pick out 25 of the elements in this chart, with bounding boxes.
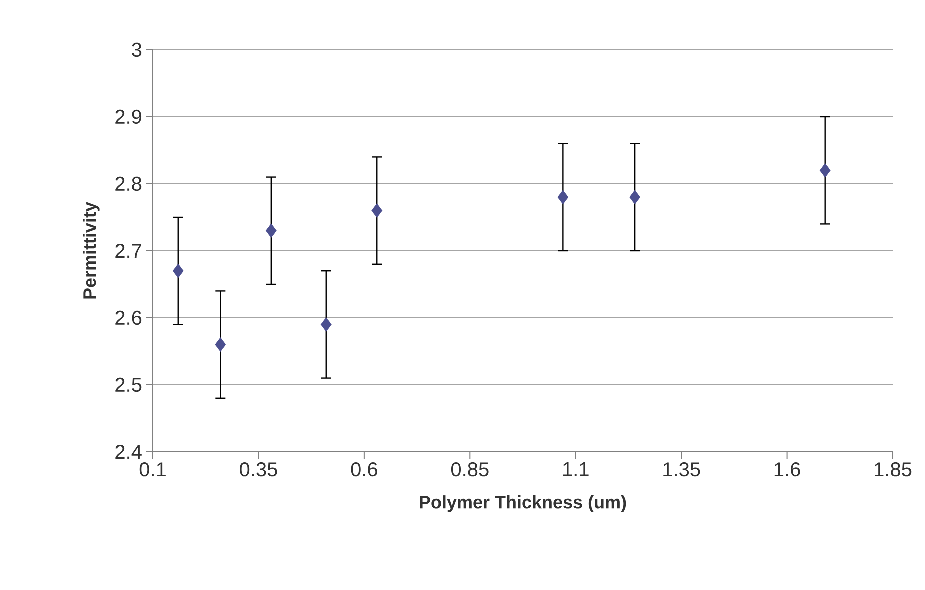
point xyxy=(320,318,332,332)
x-tick-label: 0.1 xyxy=(140,462,166,477)
point xyxy=(215,338,226,352)
x-tick-label: 1.6 xyxy=(774,462,800,477)
y-tick-label: 2.9 xyxy=(116,110,142,124)
y-axis-title: Permittivity xyxy=(83,202,100,299)
x-tick-label: 0.6 xyxy=(351,462,378,477)
point xyxy=(372,204,383,218)
point xyxy=(820,163,831,178)
x-tick-label: 1.35 xyxy=(664,462,700,477)
y-tick-label: 2.7 xyxy=(116,244,142,258)
x-tick-label: 0.35 xyxy=(240,462,278,477)
x-tick-label: 0.85 xyxy=(451,462,489,477)
x-axis-title: Polymer Thickness (um) xyxy=(420,496,626,512)
point xyxy=(630,190,641,205)
x-tick-label: 1.85 xyxy=(875,462,912,477)
y-tick-label: 2.6 xyxy=(116,310,142,326)
point xyxy=(172,264,184,278)
point xyxy=(266,224,277,238)
y-tick-label: 2.4 xyxy=(116,445,142,459)
y-tick-label: 2.8 xyxy=(116,176,142,192)
point xyxy=(558,190,569,205)
y-tick-label: 3 xyxy=(132,42,142,58)
x-tick-label: 1.1 xyxy=(563,462,589,476)
y-tick-label: 2.5 xyxy=(116,378,142,392)
